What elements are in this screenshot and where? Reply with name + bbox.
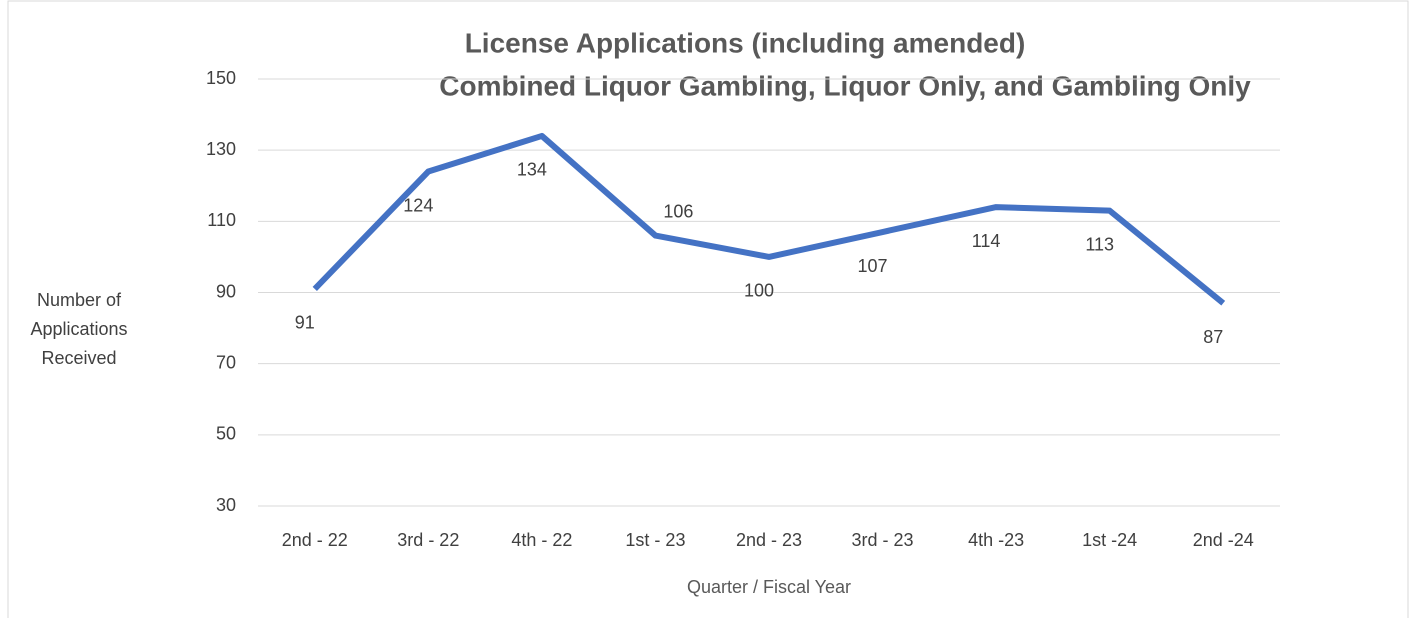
data-label: 87 <box>1203 327 1223 347</box>
data-label: 113 <box>1085 234 1114 254</box>
y-axis-label: Number of Applications Received <box>30 290 128 368</box>
data-line <box>312 132 1226 306</box>
y-tick-label: 110 <box>207 210 236 230</box>
data-label: 134 <box>517 160 547 180</box>
chart-frame <box>7 0 1409 618</box>
x-axis-label: Quarter / Fiscal Year <box>687 577 851 597</box>
y-tick-label: 30 <box>216 495 236 515</box>
data-label: 106 <box>663 201 693 221</box>
x-tick-label: 1st -24 <box>1082 530 1137 550</box>
chart-subtitle: Combined Liquor Gambling, Liquor Only, a… <box>439 70 1251 101</box>
chart-title: License Applications (including amended) <box>465 27 1026 58</box>
y-tick-label: 70 <box>216 352 236 372</box>
data-label: 91 <box>295 313 315 333</box>
x-tick-label: 2nd - 22 <box>282 530 348 550</box>
y-tick-label: 90 <box>216 281 236 301</box>
x-tick-label: 3rd - 22 <box>397 530 459 550</box>
x-tick-label: 4th - 22 <box>511 530 572 550</box>
y-tick-label: 150 <box>206 68 236 88</box>
x-tick-label: 2nd -24 <box>1193 530 1254 550</box>
y-tick-label: 130 <box>206 139 236 159</box>
x-tick-label: 3rd - 23 <box>852 530 914 550</box>
data-label: 124 <box>403 195 433 215</box>
y-tick-label: 50 <box>216 424 236 444</box>
data-label: 114 <box>972 231 1001 251</box>
x-tick-label: 2nd - 23 <box>736 530 802 550</box>
data-label: 107 <box>858 256 888 276</box>
x-tick-label: 1st - 23 <box>625 530 685 550</box>
data-label: 100 <box>744 281 774 301</box>
x-tick-label: 4th -23 <box>968 530 1024 550</box>
